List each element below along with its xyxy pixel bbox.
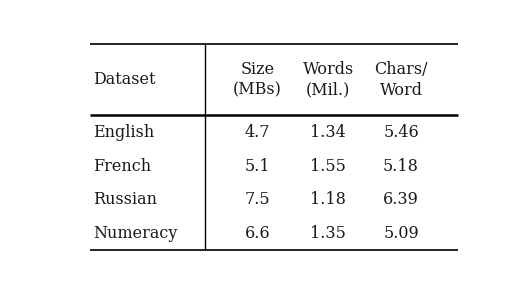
Text: 5.09: 5.09 [383, 225, 419, 242]
Text: Chars/
Word: Chars/ Word [374, 61, 428, 99]
Text: Dataset: Dataset [93, 71, 156, 88]
Text: Size
(MBs): Size (MBs) [233, 61, 282, 99]
Text: Words
(Mil.): Words (Mil.) [303, 61, 354, 99]
Text: 1.55: 1.55 [310, 158, 346, 175]
Text: 1.34: 1.34 [311, 124, 346, 141]
Text: Numeracy: Numeracy [93, 225, 178, 242]
Text: 4.7: 4.7 [245, 124, 270, 141]
Text: 5.46: 5.46 [383, 124, 419, 141]
Text: 1.35: 1.35 [310, 225, 346, 242]
Text: 1.18: 1.18 [310, 191, 346, 208]
Text: 7.5: 7.5 [245, 191, 270, 208]
Text: 5.1: 5.1 [245, 158, 270, 175]
Text: 5.18: 5.18 [383, 158, 419, 175]
Text: 6.39: 6.39 [383, 191, 419, 208]
Text: English: English [93, 124, 155, 141]
Text: French: French [93, 158, 152, 175]
Text: 6.6: 6.6 [245, 225, 270, 242]
Text: Russian: Russian [93, 191, 158, 208]
